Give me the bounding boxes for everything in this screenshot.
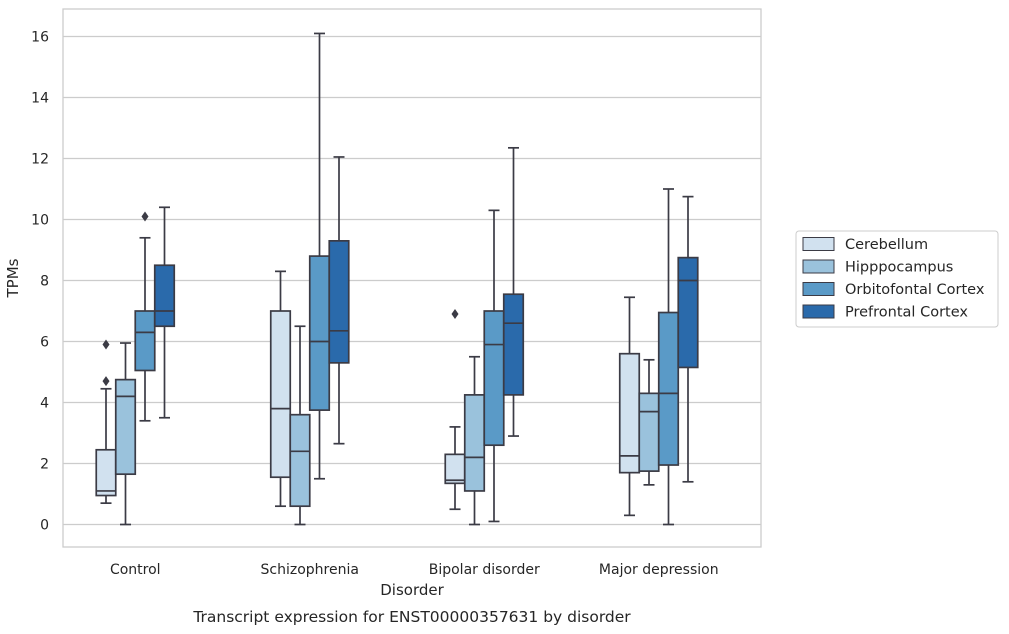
outlier-point xyxy=(102,376,110,387)
box-series xyxy=(95,32,699,526)
legend-swatch xyxy=(802,282,835,296)
legend-label: Prefrontal Cortex xyxy=(845,305,968,321)
y-tick-label: 10 xyxy=(31,213,49,229)
box-body xyxy=(289,413,311,508)
legend-label: Cerebellum xyxy=(845,237,928,253)
y-tick-label: 6 xyxy=(40,335,49,351)
box-body xyxy=(153,264,176,328)
y-tick-label: 16 xyxy=(31,30,49,46)
y-tick-label: 2 xyxy=(40,457,49,473)
x-tick-label: Control xyxy=(110,562,161,578)
grid-lines xyxy=(63,35,761,526)
outlier-point xyxy=(102,339,110,350)
y-tick-label: 8 xyxy=(40,274,49,290)
box-body xyxy=(269,310,292,479)
y-tick-labels: 0 2 4 6 8 10 12 14 16 xyxy=(31,30,49,534)
x-axis-label: Disorder xyxy=(380,581,444,599)
box-body xyxy=(463,394,486,492)
legend-swatch xyxy=(802,237,835,251)
outlier-point xyxy=(141,211,149,222)
box-body xyxy=(308,255,331,411)
y-axis-label: TPMs xyxy=(4,258,22,298)
outlier-point xyxy=(451,309,459,320)
box-hipppocampus-control xyxy=(114,342,137,526)
legend: Cerebellum Hipppocampus Orbitofontal Corte… xyxy=(795,230,999,328)
x-tick-label: Major depression xyxy=(599,562,719,578)
plot-frame xyxy=(62,8,762,548)
box-cerebellum-schizophrenia xyxy=(269,270,292,508)
legend-swatch xyxy=(802,259,835,274)
box-prefrontal-cortex-bipolar-disorder xyxy=(502,146,525,437)
box-orbitofontal-cortex-control xyxy=(134,211,156,422)
box-body xyxy=(677,256,699,369)
box-body xyxy=(483,310,505,447)
legend-label: Orbitofontal Cortex xyxy=(845,282,985,298)
legend-label: Hipppocampus xyxy=(845,260,953,276)
box-body xyxy=(502,293,525,396)
box-prefrontal-cortex-schizophrenia xyxy=(328,156,350,445)
y-tick-label: 14 xyxy=(31,91,49,107)
box-body xyxy=(638,392,660,472)
legend-swatch xyxy=(802,304,835,319)
box-prefrontal-cortex-major-depression xyxy=(677,195,699,483)
box-body xyxy=(657,311,680,466)
box-body xyxy=(134,310,156,372)
box-hipppocampus-major-depression xyxy=(638,358,660,486)
box-hipppocampus-schizophrenia xyxy=(289,325,311,526)
box-body xyxy=(328,240,350,364)
box-body xyxy=(618,352,641,474)
y-tick-label: 0 xyxy=(40,518,49,534)
box-prefrontal-cortex-control xyxy=(153,206,176,419)
y-tick-label: 12 xyxy=(31,152,49,168)
box-cerebellum-control xyxy=(95,339,117,504)
y-tick-label: 4 xyxy=(40,396,49,412)
legend-frame xyxy=(795,230,999,328)
x-tick-label: Schizophrenia xyxy=(261,562,359,578)
x-tick-label: Bipolar disorder xyxy=(429,562,540,578)
box-orbitofontal-cortex-major-depression xyxy=(657,188,680,526)
box-body xyxy=(114,378,137,476)
box-cerebellum-major-depression xyxy=(618,296,641,517)
figure-caption: Transcript expression for ENST0000035763… xyxy=(192,608,631,626)
box-body xyxy=(444,453,466,485)
box-body xyxy=(95,448,117,497)
x-tick-labels: Control Schizophrenia Bipolar disorder Majo… xyxy=(110,562,719,578)
